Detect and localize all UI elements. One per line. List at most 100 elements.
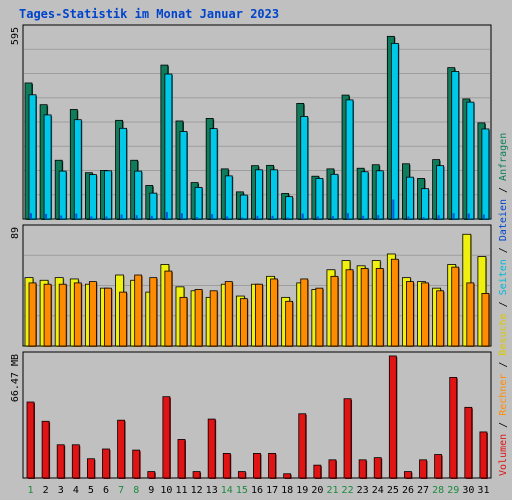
bar-rechner-22-body bbox=[345, 269, 354, 347]
bar-dateien-20 bbox=[316, 216, 319, 219]
bar-dateien-23 bbox=[362, 215, 365, 219]
x-label-day-3: 3 bbox=[58, 485, 64, 496]
legend-anfragen: Anfragen bbox=[498, 133, 509, 181]
bar-seiten-29 bbox=[451, 71, 460, 221]
bar-rechner-26-body bbox=[406, 281, 414, 347]
x-label-day-27: 27 bbox=[417, 485, 429, 496]
bar-seiten-22 bbox=[345, 99, 355, 220]
bar-volumen-21-body bbox=[328, 459, 337, 479]
x-label-day-22: 22 bbox=[342, 485, 354, 496]
bar-rechner-30-body bbox=[466, 282, 475, 347]
bar-seiten-23-body bbox=[360, 171, 369, 220]
bar-rechner-17 bbox=[270, 278, 279, 347]
bar-volumen-28-body bbox=[434, 454, 443, 479]
bar-dateien-24 bbox=[377, 215, 380, 219]
legend-separator: / bbox=[498, 356, 509, 374]
bar-seiten-3-body bbox=[58, 170, 67, 220]
bar-rechner-21-body bbox=[330, 275, 339, 347]
x-label-day-6: 6 bbox=[103, 485, 109, 496]
bar-volumen-12 bbox=[192, 471, 202, 479]
bar-rechner-25 bbox=[390, 258, 400, 347]
bar-volumen-10 bbox=[162, 396, 171, 479]
bar-seiten-2 bbox=[43, 114, 53, 220]
bar-rechner-31-body bbox=[481, 293, 490, 347]
legend-volumen: Volumen bbox=[498, 434, 509, 476]
bar-rechner-1-body bbox=[28, 282, 37, 347]
bar-seiten-28 bbox=[436, 165, 445, 220]
x-label-day-16: 16 bbox=[251, 485, 263, 496]
bar-rechner-29-body bbox=[451, 266, 460, 347]
bar-seiten-31 bbox=[481, 128, 490, 220]
x-label-day-19: 19 bbox=[296, 485, 308, 496]
bar-volumen-16-body bbox=[253, 453, 261, 479]
bar-volumen-23-body bbox=[358, 459, 367, 479]
x-label-day-21: 21 bbox=[326, 485, 338, 496]
x-label-day-26: 26 bbox=[402, 485, 414, 496]
x-label-day-12: 12 bbox=[191, 485, 203, 496]
bar-rechner-15-body bbox=[239, 298, 248, 347]
bar-dateien-1 bbox=[30, 213, 32, 219]
x-label-day-25: 25 bbox=[387, 485, 399, 496]
bar-seiten-11-body bbox=[179, 131, 188, 220]
bar-rechner-13-body bbox=[209, 290, 218, 347]
bar-seiten-11 bbox=[179, 131, 188, 220]
bar-seiten-21 bbox=[330, 173, 339, 220]
bar-volumen-21 bbox=[328, 459, 337, 479]
bar-seiten-26 bbox=[406, 176, 415, 220]
bar-rechner-22 bbox=[345, 269, 355, 347]
bar-volumen-9 bbox=[147, 471, 156, 479]
bar-volumen-7 bbox=[117, 419, 126, 479]
bar-seiten-17 bbox=[270, 169, 279, 220]
bar-volumen-19 bbox=[298, 413, 307, 479]
bar-seiten-19 bbox=[300, 116, 309, 220]
bar-seiten-18 bbox=[285, 196, 294, 220]
bar-seiten-15-body bbox=[239, 194, 248, 220]
bar-volumen-16 bbox=[253, 453, 262, 479]
bar-rechner-8 bbox=[134, 274, 143, 347]
bar-dateien-13 bbox=[211, 214, 214, 219]
bar-rechner-3-body bbox=[58, 283, 67, 347]
legend-separator: / bbox=[498, 416, 509, 434]
bar-volumen-24 bbox=[373, 457, 383, 479]
bar-seiten-17-body bbox=[270, 169, 278, 220]
bar-seiten-30-body bbox=[466, 101, 475, 220]
bar-dateien-18 bbox=[286, 217, 289, 219]
bar-volumen-13-body bbox=[207, 418, 216, 479]
bar-rechner-2-body bbox=[43, 283, 52, 347]
bar-rechner-26 bbox=[406, 281, 415, 347]
bar-dateien-25 bbox=[392, 199, 395, 219]
bar-rechner-4 bbox=[73, 282, 83, 347]
bar-seiten-29-body bbox=[451, 71, 460, 220]
x-label-day-4: 4 bbox=[73, 485, 79, 496]
bar-rechner-30 bbox=[466, 282, 475, 347]
bar-volumen-3 bbox=[56, 444, 66, 479]
bar-volumen-31-body bbox=[479, 431, 488, 479]
bar-volumen-17 bbox=[268, 453, 277, 479]
bar-volumen-30-body bbox=[464, 406, 473, 479]
bar-volumen-11 bbox=[177, 439, 186, 479]
x-label-day-1: 1 bbox=[28, 485, 34, 496]
bar-volumen-28 bbox=[434, 454, 443, 479]
x-label-day-17: 17 bbox=[266, 485, 278, 496]
bar-volumen-22 bbox=[343, 398, 353, 479]
x-label-day-14: 14 bbox=[221, 485, 233, 496]
bar-seiten-23 bbox=[360, 171, 370, 220]
bar-rechner-15 bbox=[239, 298, 249, 347]
bar-rechner-18-body bbox=[285, 300, 294, 347]
bar-rechner-17-body bbox=[270, 278, 278, 347]
bar-seiten-30 bbox=[466, 101, 475, 220]
bar-seiten-16 bbox=[255, 169, 264, 220]
bar-seiten-21-body bbox=[330, 173, 339, 220]
x-label-day-10: 10 bbox=[160, 485, 172, 496]
bar-dateien-26 bbox=[407, 216, 410, 219]
legend-separator: / bbox=[498, 181, 509, 199]
x-label-day-28: 28 bbox=[432, 485, 444, 496]
y-max-label-3: 66.47 MB bbox=[10, 354, 21, 402]
bar-seiten-25 bbox=[390, 42, 400, 220]
bar-rechner-16 bbox=[255, 283, 264, 347]
bar-seiten-6 bbox=[104, 170, 113, 220]
bar-seiten-9-body bbox=[149, 192, 158, 220]
bar-rechner-9 bbox=[149, 277, 158, 347]
bar-seiten-3 bbox=[58, 170, 68, 220]
bar-rechner-31 bbox=[481, 293, 490, 347]
